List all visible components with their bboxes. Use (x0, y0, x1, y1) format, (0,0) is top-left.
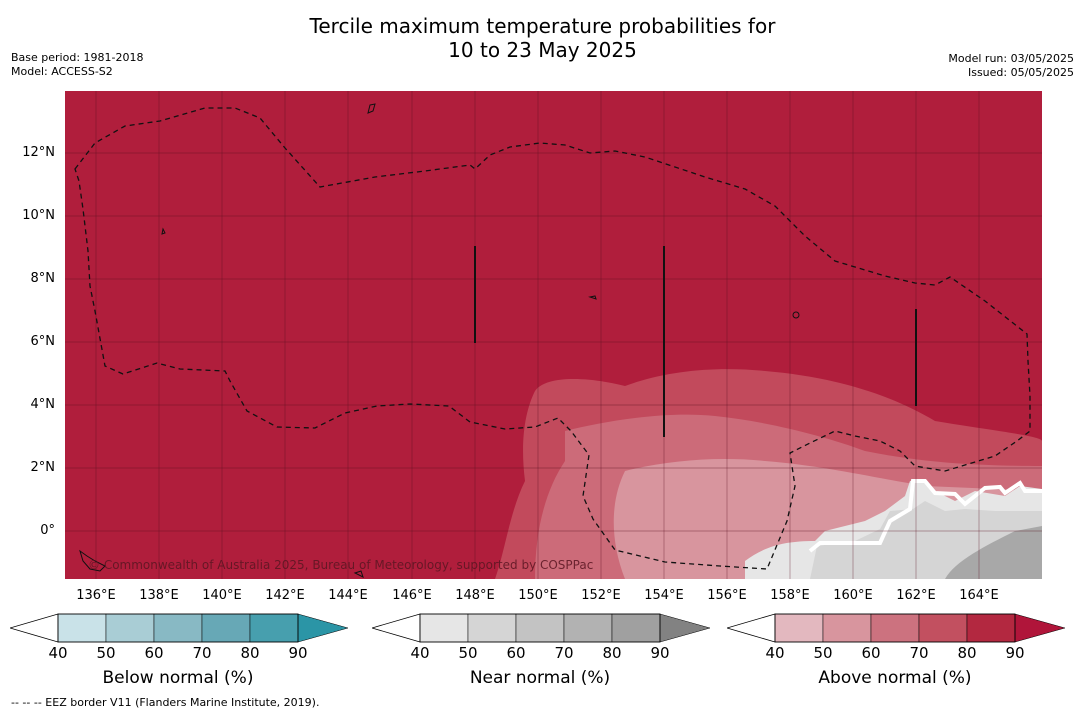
near-cb-bin-80-90 (611, 613, 661, 643)
below-normal-colorbar (10, 613, 349, 643)
near-cb-arrow-left (372, 613, 421, 643)
meridian-markers (474, 246, 917, 437)
lon-label-140e: 140°E (202, 588, 242, 603)
above-cb-bin-80-90 (966, 613, 1016, 643)
lat-label-4n: 4°N (30, 397, 56, 412)
near-normal-label: Near normal (%) (469, 668, 611, 688)
above-cb-bin-70-80 (918, 613, 968, 643)
lon-label-150e: 150°E (518, 588, 558, 603)
above-cb-bin-60-70 (870, 613, 920, 643)
above-cb-tick: 90 (1005, 644, 1025, 662)
near-cb-tick: 90 (650, 644, 670, 662)
lat-label-6n: 6°N (30, 334, 56, 349)
lat-label-10n: 10°N (22, 208, 55, 223)
lon-label-156e: 156°E (707, 588, 747, 603)
above-cb-tick: 80 (957, 644, 977, 662)
lon-label-138e: 138°E (139, 588, 179, 603)
lon-label-146e: 146°E (392, 588, 432, 603)
near-normal-70-area (945, 526, 1042, 579)
near-cb-bin-60-70 (515, 613, 565, 643)
title-line-1: Tercile maximum temperature probabilitie… (309, 14, 776, 38)
near-cb-tick: 70 (554, 644, 574, 662)
below-normal-label: Below normal (%) (102, 668, 254, 688)
below-cb-tick: 40 (48, 644, 68, 662)
map-svg (65, 91, 1042, 579)
lon-label-142e: 142°E (265, 588, 305, 603)
lon-label-162e: 162°E (896, 588, 936, 603)
below-cb-bin-50-60 (105, 613, 155, 643)
above-cb-tick: 40 (765, 644, 785, 662)
lon-label-158e: 158°E (770, 588, 810, 603)
eez-footnote: -- -- -- EEZ border V11 (Flanders Marine… (11, 696, 320, 709)
below-cb-tick: 60 (144, 644, 164, 662)
near-cb-arrow-right (659, 613, 711, 643)
lat-label-12n: 12°N (22, 145, 55, 160)
below-cb-tick: 90 (288, 644, 308, 662)
below-cb-tick: 80 (240, 644, 260, 662)
near-cb-tick: 80 (602, 644, 622, 662)
above-cb-tick: 60 (861, 644, 881, 662)
lon-label-148e: 148°E (455, 588, 495, 603)
near-normal-boundary (808, 479, 1042, 553)
below-cb-bin-70-80 (201, 613, 251, 643)
below-cb-tick: 70 (192, 644, 212, 662)
above-normal-label: Above normal (%) (818, 668, 972, 688)
meta-right: Model run: 03/05/2025 Issued: 05/05/2025 (948, 52, 1074, 80)
map-credit: © Commonwealth of Australia 2025, Bureau… (88, 558, 594, 572)
above-cb-arrow-left (727, 613, 776, 643)
base-period: Base period: 1981-2018 (11, 51, 144, 64)
near-cb-bin-70-80 (563, 613, 613, 643)
near-cb-tick: 40 (410, 644, 430, 662)
above-cb-bin-40-50 (774, 613, 824, 643)
above-cb-bin-50-60 (822, 613, 872, 643)
lon-label-136e: 136°E (76, 588, 116, 603)
below-cb-tick: 50 (96, 644, 116, 662)
graticule (65, 91, 1042, 579)
meta-left: Base period: 1981-2018 Model: ACCESS-S2 (11, 51, 143, 79)
lat-label-8n: 8°N (30, 271, 56, 286)
title-line-2: 10 to 23 May 2025 (448, 38, 637, 62)
model-name: Model: ACCESS-S2 (11, 65, 113, 78)
above-normal-colorbar (727, 613, 1066, 643)
lon-label-154e: 154°E (644, 588, 684, 603)
lon-label-160e: 160°E (833, 588, 873, 603)
below-cb-arrow-left (10, 613, 59, 643)
lat-label-0: 0° (40, 523, 55, 538)
lon-label-164e: 164°E (959, 588, 999, 603)
near-cb-bin-40-50 (419, 613, 469, 643)
probability-map (65, 91, 1042, 579)
below-cb-arrow-right (297, 613, 349, 643)
near-cb-tick: 60 (506, 644, 526, 662)
lat-label-2n: 2°N (30, 460, 56, 475)
near-normal-colorbar (372, 613, 711, 643)
near-cb-tick: 50 (458, 644, 478, 662)
near-cb-bin-50-60 (467, 613, 517, 643)
above-cb-tick: 50 (813, 644, 833, 662)
lon-label-152e: 152°E (581, 588, 621, 603)
above-cb-tick: 70 (909, 644, 929, 662)
model-run: Model run: 03/05/2025 (948, 52, 1074, 65)
island-outlines (79, 103, 800, 578)
below-cb-bin-80-90 (249, 613, 299, 643)
lon-label-144e: 144°E (328, 588, 368, 603)
below-cb-bin-40-50 (57, 613, 107, 643)
below-cb-bin-60-70 (153, 613, 203, 643)
above-cb-arrow-right (1014, 613, 1066, 643)
map-title: Tercile maximum temperature probabilitie… (0, 14, 1085, 62)
eez-border (74, 107, 1031, 570)
issued-date: Issued: 05/05/2025 (967, 66, 1074, 79)
